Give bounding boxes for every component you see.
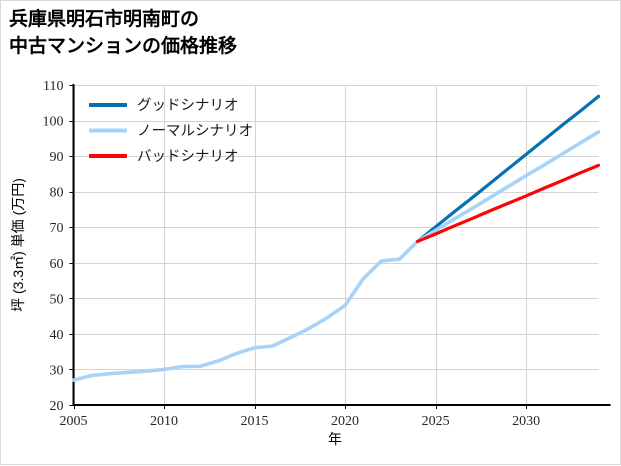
x-tick-label: 2020 [331,414,359,429]
x-tick-label: 2005 [60,414,88,429]
y-tick-label: 50 [50,292,64,307]
y-axis-title: 坪 (3.3㎡) 単価 (万円) [10,178,26,312]
series-line [71,130,601,382]
series-line [415,94,601,244]
x-axis-tick-labels: 2005 2010 2015 2020 2025 2030 [60,414,541,429]
series-lines [71,94,601,382]
gridlines [73,85,599,406]
x-tick-label: 2015 [241,414,269,429]
y-axis-tick-labels: 20 30 40 50 60 70 80 90 100 110 [43,79,64,414]
axis-lines [69,84,611,409]
y-tick-label: 90 [50,150,64,165]
y-tick-label: 70 [50,221,64,236]
x-axis-title: 年 [328,431,342,447]
x-tick-label: 2010 [150,414,178,429]
y-tick-label: 80 [50,186,64,201]
y-tick-label: 100 [43,115,64,130]
y-tick-label: 60 [50,257,64,272]
legend-label: バッドシナリオ [137,149,239,165]
y-tick-label: 40 [50,328,64,343]
y-tick-label: 30 [50,363,64,378]
x-tick-label: 2030 [512,414,540,429]
series-line [415,163,601,244]
legend-label: グッドシナリオ [137,97,239,114]
y-tick-label: 20 [50,399,64,414]
page-title: 兵庫県明石市明南町の 中古マンションの価格推移 [9,9,238,57]
x-tick-label: 2025 [422,414,450,429]
legend-label: ノーマルシナリオ [137,124,253,140]
y-tick-label: 110 [43,79,63,94]
